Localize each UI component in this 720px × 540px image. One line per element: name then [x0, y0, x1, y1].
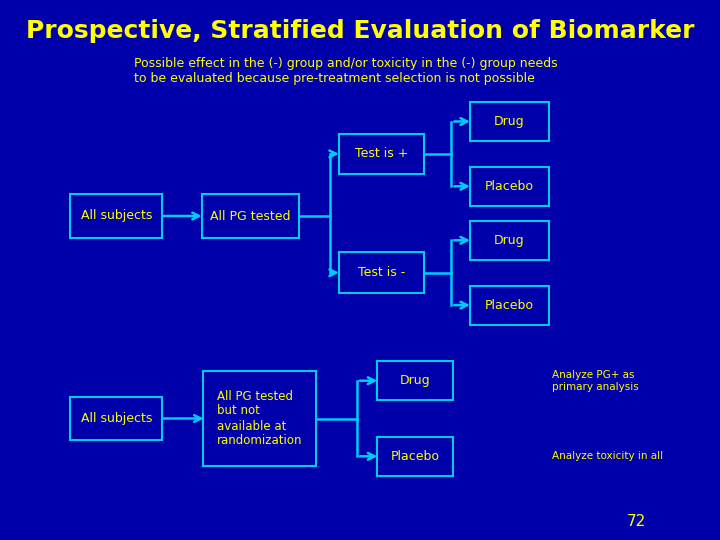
FancyBboxPatch shape: [469, 286, 549, 325]
FancyBboxPatch shape: [469, 167, 549, 206]
Text: All subjects: All subjects: [81, 210, 152, 222]
Text: Drug: Drug: [400, 374, 430, 387]
FancyBboxPatch shape: [469, 102, 549, 141]
Text: Placebo: Placebo: [485, 299, 534, 312]
FancyBboxPatch shape: [71, 194, 162, 238]
Text: All subjects: All subjects: [81, 412, 152, 425]
Text: Test is +: Test is +: [355, 147, 408, 160]
FancyBboxPatch shape: [202, 194, 299, 238]
FancyBboxPatch shape: [377, 437, 453, 476]
Text: Prospective, Stratified Evaluation of Biomarker: Prospective, Stratified Evaluation of Bi…: [26, 19, 694, 43]
Text: All PG tested
but not
available at
randomization: All PG tested but not available at rando…: [217, 389, 302, 448]
FancyBboxPatch shape: [338, 252, 424, 293]
Text: Test is -: Test is -: [358, 266, 405, 279]
Text: 72: 72: [627, 514, 647, 529]
FancyBboxPatch shape: [338, 134, 424, 174]
Text: Possible effect in the (-) group and/or toxicity in the (-) group needs
to be ev: Possible effect in the (-) group and/or …: [135, 57, 558, 85]
Text: Drug: Drug: [494, 234, 525, 247]
Text: Placebo: Placebo: [390, 450, 439, 463]
Text: Analyze PG+ as
primary analysis: Analyze PG+ as primary analysis: [552, 370, 639, 392]
FancyBboxPatch shape: [469, 221, 549, 260]
Text: Analyze toxicity in all: Analyze toxicity in all: [552, 451, 663, 461]
FancyBboxPatch shape: [203, 372, 316, 465]
FancyBboxPatch shape: [71, 397, 162, 440]
FancyBboxPatch shape: [377, 361, 453, 400]
Text: All PG tested: All PG tested: [210, 210, 291, 222]
Text: Drug: Drug: [494, 115, 525, 128]
Text: Placebo: Placebo: [485, 180, 534, 193]
